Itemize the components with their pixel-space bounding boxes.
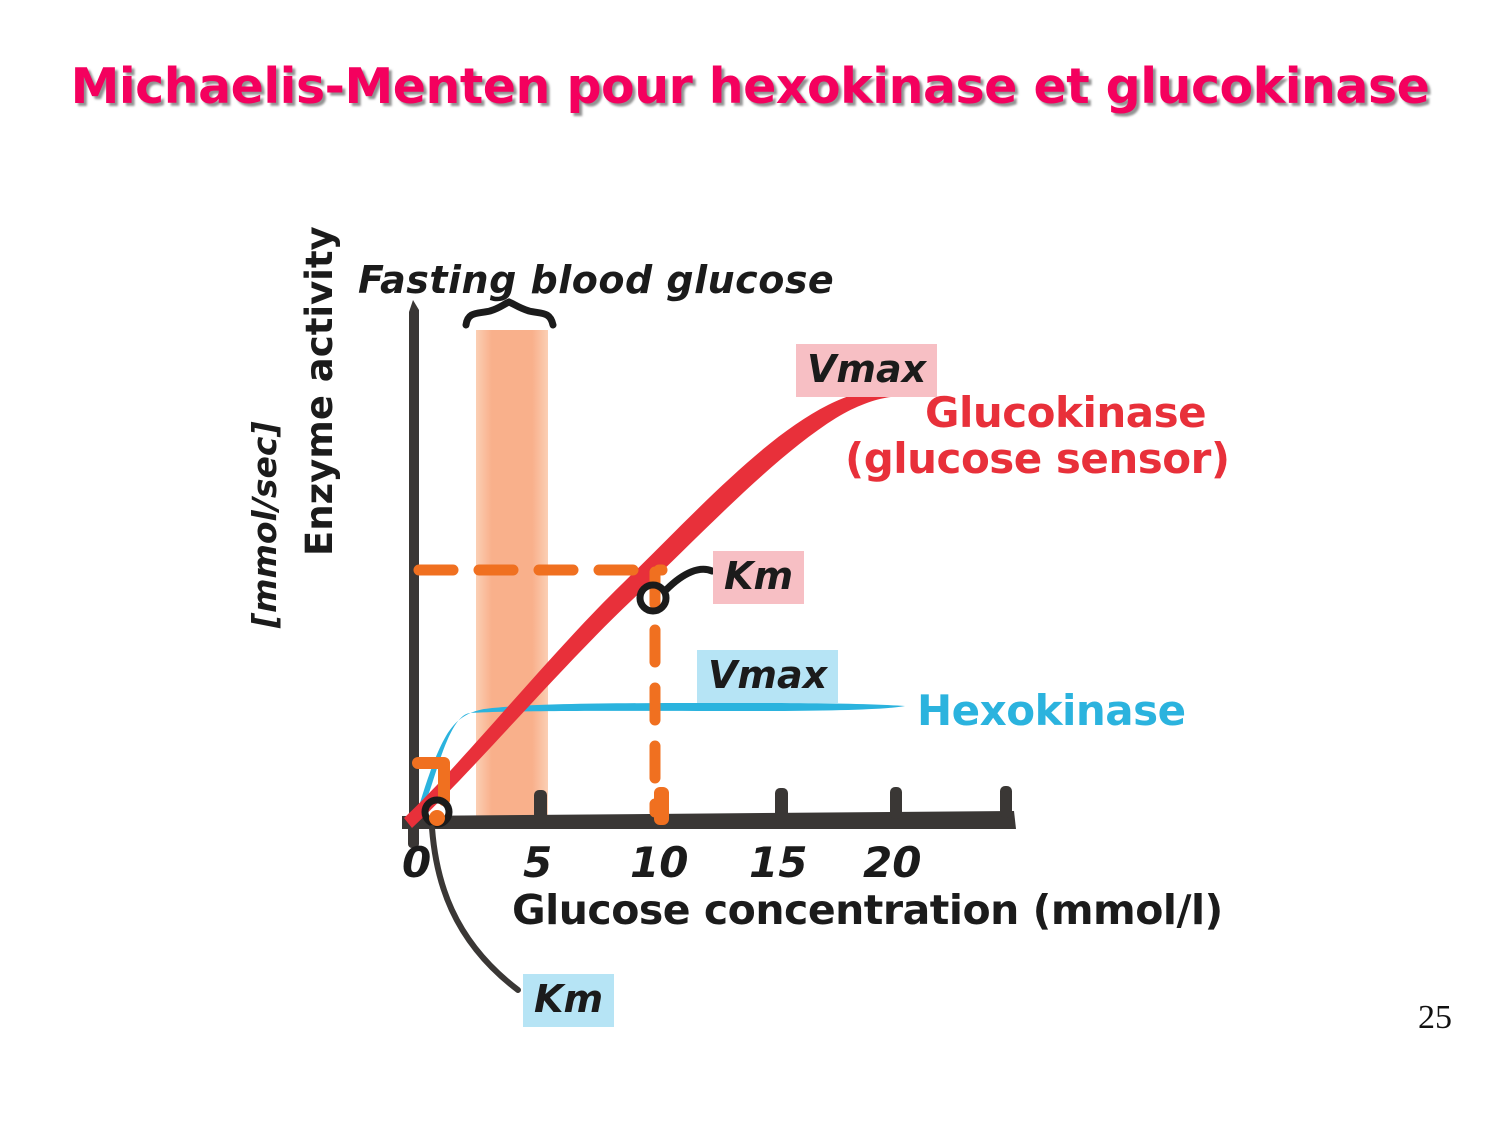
glucokinase-series-sublabel: (glucose sensor) [845,434,1230,483]
y-axis-title: Enzyme activity [298,226,341,556]
x-tick-label-5: 5 [523,838,553,887]
hexokinase-series-label: Hexokinase [917,686,1186,735]
hexokinase-km-leader-line [429,825,521,993]
glucokinase-km-leader-line [662,565,716,594]
y-axis-units: [mmol/sec] [245,421,284,628]
glucokinase-curve [404,389,910,828]
page-number: 25 [1418,999,1452,1036]
x-axis-line [402,811,1016,829]
glucokinase-series-label: Glucokinase [925,388,1207,437]
glucokinase-vmax-label: Vmax [796,344,938,397]
x-tick-label-10: 10 [630,838,689,887]
hexokinase-km-label: Km [523,974,615,1027]
page-title: Michaelis-Menten pour hexokinase et gluc… [70,58,1430,115]
x-tick-label-0: 0 [402,838,432,887]
x-tick-label-20: 20 [863,838,922,887]
hexokinase-km-step-guide [412,757,450,806]
x-axis-title: Glucose concentration (mmol/l) [512,886,1223,934]
hexokinase-vmax-label: Vmax [697,650,839,703]
hexokinase-km-dot [429,810,445,826]
y-axis-line [409,300,419,826]
glucokinase-km-marker [636,581,670,615]
fasting-blood-glucose-label: Fasting blood glucose [358,258,835,302]
fasting-brace-icon [462,298,557,329]
x-tick-label-15: 15 [749,838,808,887]
glucokinase-km-label: Km [713,551,805,604]
